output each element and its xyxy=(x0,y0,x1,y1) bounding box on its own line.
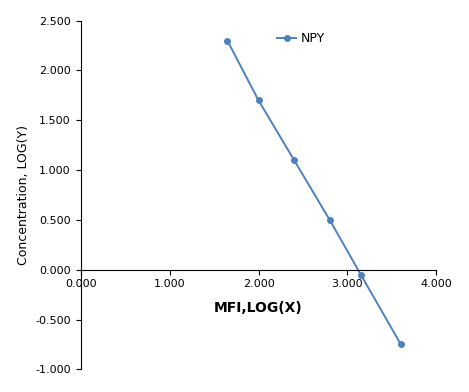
NPY xyxy=(398,342,404,347)
Y-axis label: Concentration, LOG(Y): Concentration, LOG(Y) xyxy=(17,125,30,265)
NPY xyxy=(291,158,297,163)
NPY xyxy=(358,272,363,277)
Legend: NPY: NPY xyxy=(272,27,330,50)
Line: NPY: NPY xyxy=(225,38,404,347)
X-axis label: MFI,LOG(X): MFI,LOG(X) xyxy=(214,301,303,314)
NPY xyxy=(225,38,230,43)
NPY xyxy=(256,98,261,103)
NPY xyxy=(327,218,333,222)
